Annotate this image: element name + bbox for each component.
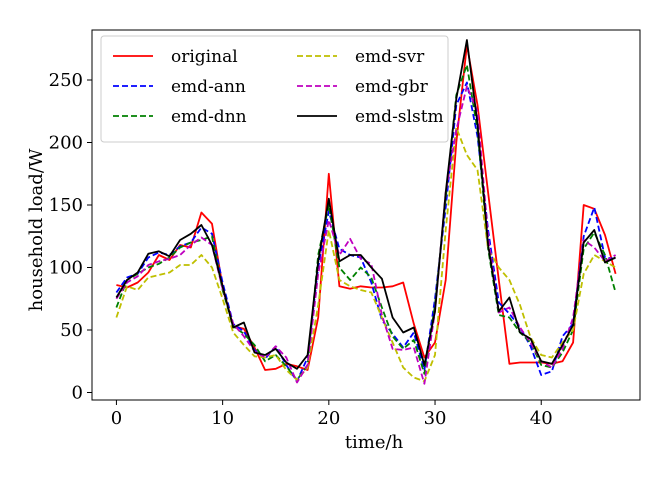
series-line-emd-ann [115,81,616,383]
y-axis-ticks: 0 50 100 150 200 250 [49,70,92,404]
legend-label-emd-svr: emd-svr [355,47,425,67]
legend-label-original: original [171,47,238,67]
x-tick-label: 40 [530,408,553,429]
series-line-original [116,44,617,371]
y-tick-label: 150 [49,195,83,216]
legend-label-emd-slstm: emd-slstm [355,107,444,127]
y-tick-label: 50 [60,320,83,341]
x-tick-label: 20 [317,408,340,429]
legend-label-emd-ann: emd-ann [171,77,246,97]
y-tick-label: 200 [49,133,83,154]
y-axis-label: household load/W [26,148,47,311]
plot-frame [91,29,641,401]
series-line-emd-svr [115,126,617,383]
plot-lines [115,39,617,385]
legend-label-emd-gbr: emd-gbr [355,77,429,97]
x-axis-label: time/h [345,432,404,453]
x-axis-ticks: 0 10 20 30 40 [111,400,553,429]
legend: original emd-ann emd-dnn emd-svr emd-gbr emd-… [100,35,449,143]
x-tick-label: 30 [424,408,447,429]
x-tick-label: 10 [211,408,234,429]
y-tick-label: 100 [49,258,83,279]
y-tick-label: 250 [49,70,83,91]
y-tick-label: 0 [72,383,83,404]
legend-label-emd-dnn: emd-dnn [171,107,247,127]
x-tick-label: 0 [111,408,122,429]
legend-frame [100,35,449,143]
series-line-emd-slstm [115,39,616,370]
